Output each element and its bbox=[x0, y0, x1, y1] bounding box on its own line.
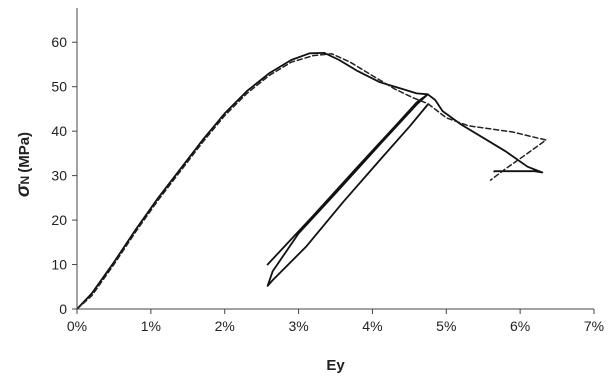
plot-area bbox=[76, 52, 547, 310]
solid-series-line-0 bbox=[76, 52, 544, 310]
x-tick-label: 5% bbox=[436, 318, 456, 334]
x-tick-label: 0% bbox=[67, 318, 87, 334]
x-tick-label: 4% bbox=[362, 318, 382, 334]
y-axis-title-subscript: N bbox=[18, 176, 32, 185]
axes bbox=[72, 8, 595, 314]
y-tick-label: 50 bbox=[51, 79, 67, 95]
y-tick-label: 20 bbox=[51, 212, 67, 228]
tick-labels: 0% 1% 2% 3% 4% 5% 6% 7% 0 10 20 30 40 50 60 bbox=[51, 34, 604, 334]
y-tick-label: 30 bbox=[51, 168, 67, 184]
x-tick-label: 7% bbox=[584, 318, 604, 334]
y-tick-label: 10 bbox=[51, 257, 67, 273]
y-tick-label: 0 bbox=[59, 301, 67, 317]
y-axis-title: σN (MPa) bbox=[13, 132, 34, 197]
x-axis-title: Ey bbox=[326, 357, 345, 374]
y-axis-title-symbol: σ bbox=[13, 183, 34, 197]
dashed-series-line-2 bbox=[76, 53, 547, 310]
x-tick-label: 3% bbox=[288, 318, 308, 334]
x-tick-label: 6% bbox=[510, 318, 530, 334]
x-tick-label: 1% bbox=[141, 318, 161, 334]
y-tick-label: 60 bbox=[51, 34, 67, 50]
y-tick-label: 40 bbox=[51, 123, 67, 139]
y-axis-title-unit: (MPa) bbox=[16, 132, 33, 173]
solid-series-line-1 bbox=[266, 93, 429, 287]
x-tick-label: 2% bbox=[215, 318, 235, 334]
